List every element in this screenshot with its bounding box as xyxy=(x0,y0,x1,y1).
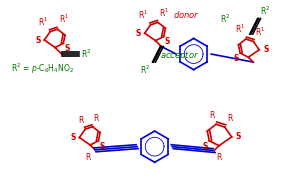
Text: R$^1$: R$^1$ xyxy=(255,25,266,38)
Text: S: S xyxy=(100,142,105,151)
Text: S: S xyxy=(135,29,141,38)
Text: R$^1$: R$^1$ xyxy=(235,23,245,35)
Text: S: S xyxy=(203,142,208,151)
Text: S: S xyxy=(64,44,70,53)
Text: R$^2$ = $p$-C$_6$H$_4$NO$_2$: R$^2$ = $p$-C$_6$H$_4$NO$_2$ xyxy=(11,61,74,76)
Text: R$^2$: R$^2$ xyxy=(220,13,231,25)
Text: R: R xyxy=(78,116,83,125)
Text: S: S xyxy=(165,37,170,46)
Text: R: R xyxy=(227,114,232,123)
Text: R: R xyxy=(85,153,91,162)
Text: R: R xyxy=(210,111,215,120)
Text: R$^2$: R$^2$ xyxy=(259,4,270,17)
Text: S: S xyxy=(234,54,239,63)
Text: R$^1$: R$^1$ xyxy=(59,13,69,25)
Text: S: S xyxy=(35,36,40,45)
Text: $acceptor$: $acceptor$ xyxy=(160,49,199,62)
Text: R: R xyxy=(216,153,222,163)
Text: S: S xyxy=(70,133,76,142)
Text: R$^1$: R$^1$ xyxy=(138,9,149,21)
Text: R$^1$: R$^1$ xyxy=(38,15,48,28)
Text: R: R xyxy=(94,114,99,123)
Text: R$^1$: R$^1$ xyxy=(159,6,169,19)
Text: $donor$: $donor$ xyxy=(173,9,200,20)
Text: R$^2$: R$^2$ xyxy=(140,64,151,76)
Text: S: S xyxy=(263,45,268,54)
Text: S: S xyxy=(235,132,241,141)
Text: R$^2$: R$^2$ xyxy=(81,48,92,60)
